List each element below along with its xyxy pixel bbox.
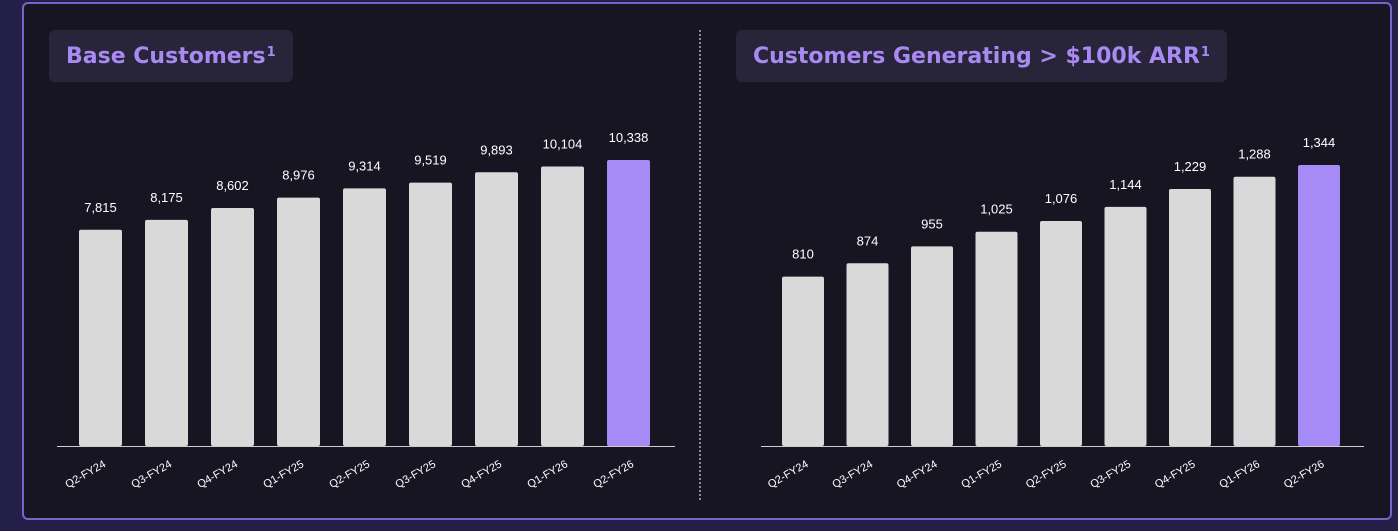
arr-bar-q2-fy26 [1298, 165, 1340, 446]
base-bar-q3-fy25 [409, 182, 452, 446]
arr-bar-q4-fy24 [911, 246, 953, 446]
base-value-label: 9,314 [348, 158, 381, 173]
base-value-label: 7,815 [84, 200, 117, 215]
base-bar-q2-fy24 [79, 229, 122, 446]
arr-category-label: Q2-FY25 [1024, 458, 1069, 491]
arr-category-label: Q4-FY24 [895, 458, 940, 491]
arr-value-label: 955 [921, 216, 943, 231]
base-value-label: 9,519 [414, 153, 447, 168]
base-customers-footnote: 1 [266, 44, 276, 60]
base-bar-q4-fy24 [211, 208, 254, 446]
arr-category-label: Q1-FY25 [959, 458, 1004, 491]
base-value-label: 8,602 [216, 178, 249, 193]
arr-category-label: Q3-FY25 [1088, 458, 1133, 491]
base-customers-title: Base Customers [66, 43, 266, 69]
arr-bar-q2-fy25 [1040, 221, 1082, 446]
arr-bar-q1-fy26 [1233, 176, 1276, 447]
base-value-label: 8,976 [282, 168, 315, 183]
base-value-label: 8,175 [150, 190, 183, 205]
base-category-label: Q1-FY25 [261, 458, 306, 491]
base-value-label: 10,338 [609, 130, 649, 145]
base-category-label: Q4-FY25 [459, 458, 504, 491]
arr-bar-q1-fy25 [975, 231, 1018, 446]
arr-category-label: Q1-FY26 [1217, 458, 1262, 491]
arr-category-label: Q2-FY26 [1282, 458, 1327, 491]
base-customers-title-box: Base Customers 1 [49, 30, 293, 82]
arr-value-label: 810 [792, 247, 814, 262]
arr-value-label: 1,076 [1045, 191, 1078, 206]
arr-category-label: Q3-FY24 [830, 458, 875, 491]
base-bar-q2-fy25 [343, 188, 386, 446]
base-category-label: Q2-FY26 [591, 458, 636, 491]
arr-value-label: 1,288 [1238, 147, 1271, 162]
base-category-label: Q2-FY25 [327, 458, 372, 491]
base-bar-q1-fy26 [541, 166, 584, 447]
arr-bar-q4-fy25 [1169, 189, 1211, 447]
arr-bar-q3-fy24 [846, 263, 889, 446]
base-bar-q1-fy25 [277, 197, 320, 446]
base-bar-q3-fy24 [145, 219, 188, 446]
arr-customers-title-box: Customers Generating > $100k ARR 1 [736, 30, 1227, 82]
base-bar-q4-fy25 [475, 172, 518, 446]
arr-value-label: 1,229 [1174, 159, 1207, 174]
base-category-label: Q3-FY25 [393, 458, 438, 491]
base-category-label: Q1-FY26 [525, 458, 570, 491]
arr-category-label: Q2-FY24 [766, 458, 811, 491]
arr-value-label: 1,344 [1303, 135, 1336, 150]
chart-divider [699, 30, 701, 500]
arr-value-label: 874 [857, 233, 879, 248]
arr-bar-q2-fy24 [782, 276, 824, 446]
base-category-label: Q2-FY24 [63, 458, 108, 491]
arr-value-label: 1,144 [1109, 177, 1142, 192]
base-bar-q2-fy26 [607, 160, 650, 446]
arr-customers-footnote: 1 [1200, 44, 1210, 60]
base-value-label: 9,893 [480, 142, 513, 157]
arr-value-label: 1,025 [980, 202, 1013, 217]
arr-customers-title: Customers Generating > $100k ARR [753, 43, 1200, 69]
base-category-label: Q3-FY24 [129, 458, 174, 491]
base-value-label: 10,104 [543, 136, 583, 151]
arr-bar-q3-fy25 [1104, 206, 1147, 446]
arr-category-label: Q4-FY25 [1153, 458, 1198, 491]
base-category-label: Q4-FY24 [195, 458, 240, 491]
